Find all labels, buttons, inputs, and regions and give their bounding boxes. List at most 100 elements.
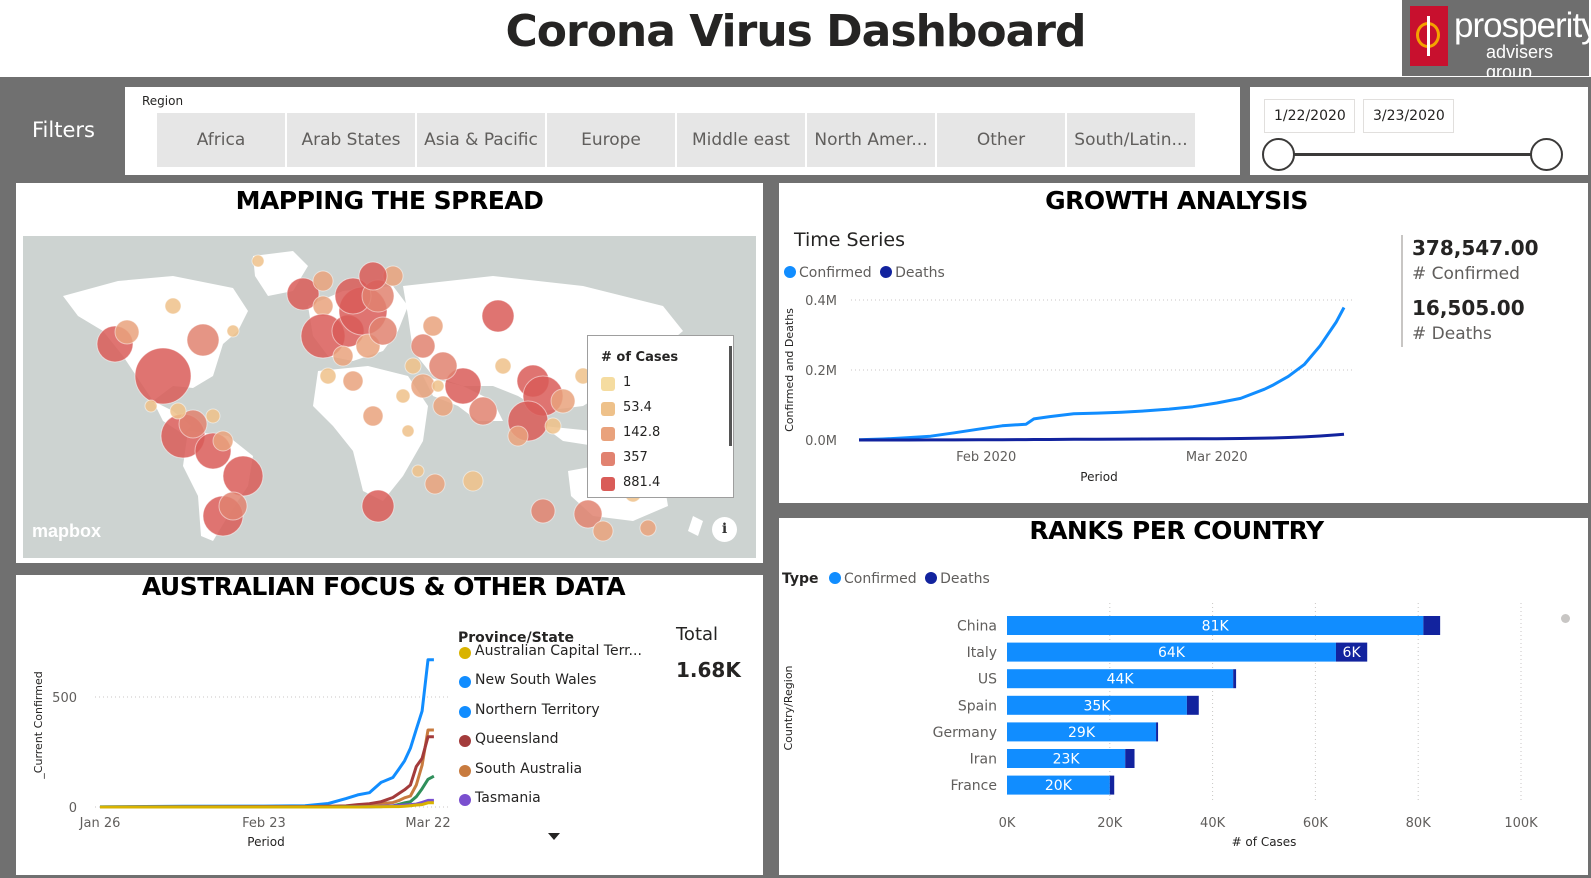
map-bubble[interactable]: [444, 367, 482, 405]
bar-deaths[interactable]: [1233, 669, 1237, 689]
map-bubble[interactable]: [358, 261, 388, 291]
bar-deaths[interactable]: [1156, 722, 1159, 742]
map-bubble[interactable]: [432, 395, 454, 417]
map-bubble[interactable]: [544, 417, 562, 435]
region-button-africa[interactable]: Africa: [157, 113, 285, 167]
legend-item-confirmed[interactable]: Confirmed: [828, 571, 917, 587]
start-date-input[interactable]: 1/22/2020: [1264, 99, 1355, 133]
bar-confirmed[interactable]: [1007, 669, 1234, 689]
legend-item-confirmed[interactable]: Confirmed: [784, 265, 872, 281]
map-bubble[interactable]: [422, 315, 444, 337]
map-bubble[interactable]: [368, 316, 398, 346]
date-range-slicer: 1/22/2020 3/23/2020: [1250, 87, 1588, 175]
time-series-chart[interactable]: 0.4M 0.2M 0.0M Feb 2020 Mar 2020 Period Confir…: [779, 183, 1379, 503]
map-bubble[interactable]: [592, 520, 614, 542]
map-bubble[interactable]: [178, 409, 208, 439]
map-bubble[interactable]: [411, 464, 425, 478]
legend-item-deaths[interactable]: Deaths: [880, 265, 945, 281]
map-bubble[interactable]: [361, 489, 395, 523]
bar-confirmed[interactable]: [1007, 642, 1336, 662]
map-bubble[interactable]: [507, 425, 529, 447]
series-line[interactable]: [99, 735, 434, 809]
region-button-south-latin[interactable]: South/Latin...: [1067, 113, 1195, 167]
region-button-asia-pacific[interactable]: Asia & Pacific: [417, 113, 545, 167]
map-bubble[interactable]: [395, 388, 411, 404]
map-bubble[interactable]: [169, 402, 187, 420]
map-bubble[interactable]: [212, 430, 234, 452]
map-bubble[interactable]: [462, 470, 484, 492]
map-bubble[interactable]: [205, 408, 221, 424]
map-bubble[interactable]: [222, 455, 264, 497]
map-bubble[interactable]: [550, 388, 576, 414]
map-bubble[interactable]: [530, 498, 556, 524]
series-line[interactable]: [100, 801, 434, 809]
map-bubble[interactable]: [424, 473, 446, 495]
region-button-north-america[interactable]: North Amer...: [807, 113, 935, 167]
map-bubble[interactable]: [573, 499, 603, 529]
mapbox-logo[interactable]: mapbox: [32, 521, 102, 541]
series-line-confirmed[interactable]: [858, 306, 1346, 442]
bar-deaths[interactable]: [1423, 616, 1441, 635]
bar-confirmed[interactable]: [1007, 775, 1110, 795]
bar-deaths[interactable]: [1109, 775, 1115, 795]
map-bubble[interactable]: [431, 379, 445, 393]
map-bubble[interactable]: [286, 277, 320, 311]
map-bubble[interactable]: [134, 347, 192, 405]
bar-deaths[interactable]: [1335, 642, 1368, 662]
map-bubble[interactable]: [481, 299, 515, 333]
bar-confirmed[interactable]: [1007, 722, 1157, 742]
map-bubble[interactable]: [186, 323, 220, 357]
map-bubble[interactable]: [362, 405, 384, 427]
map-bubble[interactable]: [332, 345, 354, 367]
date-slider-start-handle[interactable]: [1262, 138, 1295, 171]
region-button-europe[interactable]: Europe: [547, 113, 675, 167]
region-button-arab-states[interactable]: Arab States: [287, 113, 415, 167]
world-map[interactable]: # of Cases 1 53.4 142.8 357: [23, 236, 756, 558]
scroll-indicator[interactable]: [1561, 614, 1570, 623]
map-bubble[interactable]: [226, 324, 240, 338]
map-bubbles: [96, 254, 657, 542]
info-icon[interactable]: i: [712, 517, 737, 542]
map-bubble[interactable]: [319, 367, 337, 385]
logo-subtitle: advisers group: [1486, 42, 1554, 82]
legend-item-deaths[interactable]: Deaths: [925, 571, 990, 587]
data-label: 44K: [1107, 672, 1135, 688]
region-button-other[interactable]: Other: [937, 113, 1065, 167]
map-bubble[interactable]: [218, 491, 248, 521]
ranks-bar-chart[interactable]: 0K 20K 40K 60K 80K 100K # of Cases Country/Regi…: [779, 518, 1588, 875]
map-bubble[interactable]: [401, 424, 415, 438]
y-tick-label: 0.4M: [805, 294, 837, 309]
series-line-deaths[interactable]: [859, 432, 1345, 442]
category-label: Iran: [970, 752, 997, 768]
map-bubble[interactable]: [312, 295, 334, 317]
bar-deaths[interactable]: [1125, 749, 1135, 768]
series-line[interactable]: [100, 728, 434, 809]
map-bubble[interactable]: [494, 357, 512, 375]
map-bubble[interactable]: [428, 351, 458, 381]
series-line[interactable]: [99, 658, 434, 809]
end-date-input[interactable]: 3/23/2020: [1363, 99, 1454, 133]
map-bubble[interactable]: [251, 254, 265, 268]
region-button-middle-east[interactable]: Middle east: [677, 113, 805, 167]
map-bubble[interactable]: [342, 370, 364, 392]
x-axis-title: Period: [1080, 470, 1117, 484]
map-bubble[interactable]: [468, 396, 498, 426]
map-bubble[interactable]: [404, 357, 422, 375]
map-bubble[interactable]: [114, 319, 140, 345]
map-bubble[interactable]: [164, 297, 182, 315]
date-slider-end-handle[interactable]: [1530, 138, 1563, 171]
map-bubble[interactable]: [410, 373, 436, 399]
bar-confirmed[interactable]: [1007, 695, 1187, 715]
chevron-down-icon[interactable]: [548, 833, 560, 840]
map-legend-scrollbar[interactable]: [729, 346, 732, 446]
map-bubble[interactable]: [312, 270, 334, 292]
date-slider-track[interactable]: [1281, 153, 1545, 156]
bar-deaths[interactable]: [1186, 695, 1199, 715]
bar-confirmed[interactable]: [1007, 616, 1424, 635]
map-bubble[interactable]: [144, 399, 158, 413]
bar-confirmed[interactable]: [1007, 749, 1126, 768]
map-bubble[interactable]: [639, 519, 657, 537]
map-bubble[interactable]: [410, 333, 436, 359]
